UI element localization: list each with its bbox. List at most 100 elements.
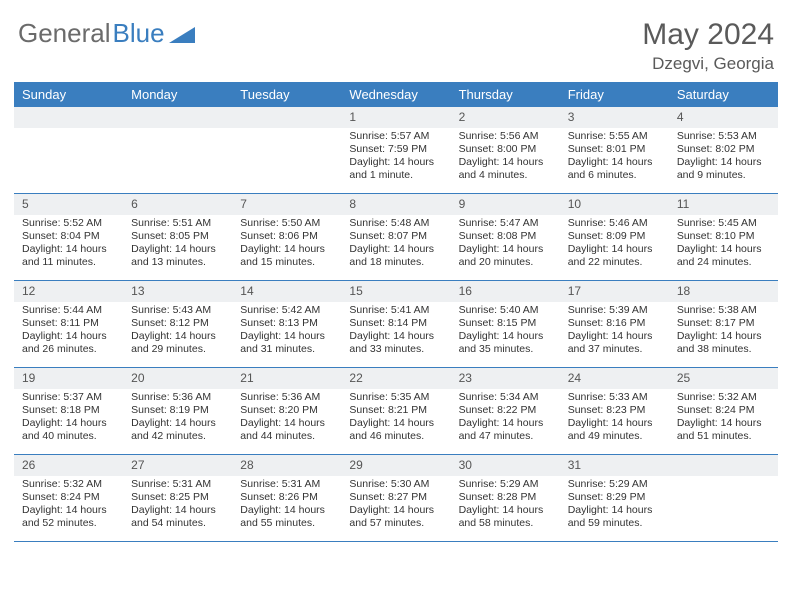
day-content: Sunrise: 5:32 AMSunset: 8:24 PMDaylight:… xyxy=(669,389,778,448)
day-number: 1 xyxy=(341,107,450,128)
day-cell: 19Sunrise: 5:37 AMSunset: 8:18 PMDayligh… xyxy=(14,368,123,454)
day-content: Sunrise: 5:38 AMSunset: 8:17 PMDaylight:… xyxy=(669,302,778,361)
sunrise-text: Sunrise: 5:40 AM xyxy=(459,304,552,317)
day-number: 14 xyxy=(232,281,341,302)
day-content: Sunrise: 5:32 AMSunset: 8:24 PMDaylight:… xyxy=(14,476,123,535)
sunset-text: Sunset: 8:07 PM xyxy=(349,230,442,243)
sunrise-text: Sunrise: 5:53 AM xyxy=(677,130,770,143)
week-row: 26Sunrise: 5:32 AMSunset: 8:24 PMDayligh… xyxy=(14,455,778,542)
day-number: 9 xyxy=(451,194,560,215)
day-cell: 1Sunrise: 5:57 AMSunset: 7:59 PMDaylight… xyxy=(341,107,450,193)
day-content: Sunrise: 5:40 AMSunset: 8:15 PMDaylight:… xyxy=(451,302,560,361)
sunrise-text: Sunrise: 5:50 AM xyxy=(240,217,333,230)
day-cell xyxy=(123,107,232,193)
day-header-row: SundayMondayTuesdayWednesdayThursdayFrid… xyxy=(14,82,778,107)
day-content: Sunrise: 5:52 AMSunset: 8:04 PMDaylight:… xyxy=(14,215,123,274)
sunrise-text: Sunrise: 5:38 AM xyxy=(677,304,770,317)
sunset-text: Sunset: 8:12 PM xyxy=(131,317,224,330)
day-header-cell: Thursday xyxy=(451,82,560,107)
sunrise-text: Sunrise: 5:31 AM xyxy=(131,478,224,491)
daylight-text: Daylight: 14 hours and 57 minutes. xyxy=(349,504,442,530)
day-content: Sunrise: 5:33 AMSunset: 8:23 PMDaylight:… xyxy=(560,389,669,448)
day-cell: 20Sunrise: 5:36 AMSunset: 8:19 PMDayligh… xyxy=(123,368,232,454)
day-content: Sunrise: 5:57 AMSunset: 7:59 PMDaylight:… xyxy=(341,128,450,187)
daylight-text: Daylight: 14 hours and 1 minute. xyxy=(349,156,442,182)
header-region: GeneralBlue May 2024 Dzegvi, Georgia xyxy=(0,0,792,82)
day-cell: 13Sunrise: 5:43 AMSunset: 8:12 PMDayligh… xyxy=(123,281,232,367)
sunrise-text: Sunrise: 5:47 AM xyxy=(459,217,552,230)
sunset-text: Sunset: 8:15 PM xyxy=(459,317,552,330)
daylight-text: Daylight: 14 hours and 47 minutes. xyxy=(459,417,552,443)
day-number: 20 xyxy=(123,368,232,389)
day-cell: 8Sunrise: 5:48 AMSunset: 8:07 PMDaylight… xyxy=(341,194,450,280)
day-content: Sunrise: 5:29 AMSunset: 8:28 PMDaylight:… xyxy=(451,476,560,535)
day-cell: 18Sunrise: 5:38 AMSunset: 8:17 PMDayligh… xyxy=(669,281,778,367)
day-cell: 28Sunrise: 5:31 AMSunset: 8:26 PMDayligh… xyxy=(232,455,341,541)
day-content: Sunrise: 5:35 AMSunset: 8:21 PMDaylight:… xyxy=(341,389,450,448)
daylight-text: Daylight: 14 hours and 37 minutes. xyxy=(568,330,661,356)
day-cell: 12Sunrise: 5:44 AMSunset: 8:11 PMDayligh… xyxy=(14,281,123,367)
logo-text-blue: Blue xyxy=(113,18,165,49)
daylight-text: Daylight: 14 hours and 20 minutes. xyxy=(459,243,552,269)
sunrise-text: Sunrise: 5:46 AM xyxy=(568,217,661,230)
daylight-text: Daylight: 14 hours and 13 minutes. xyxy=(131,243,224,269)
day-number: 10 xyxy=(560,194,669,215)
day-cell: 7Sunrise: 5:50 AMSunset: 8:06 PMDaylight… xyxy=(232,194,341,280)
sunset-text: Sunset: 8:24 PM xyxy=(22,491,115,504)
sunset-text: Sunset: 8:25 PM xyxy=(131,491,224,504)
day-content: Sunrise: 5:31 AMSunset: 8:26 PMDaylight:… xyxy=(232,476,341,535)
day-cell: 25Sunrise: 5:32 AMSunset: 8:24 PMDayligh… xyxy=(669,368,778,454)
day-cell xyxy=(14,107,123,193)
day-header-cell: Friday xyxy=(560,82,669,107)
sunset-text: Sunset: 8:21 PM xyxy=(349,404,442,417)
daylight-text: Daylight: 14 hours and 31 minutes. xyxy=(240,330,333,356)
day-cell: 21Sunrise: 5:36 AMSunset: 8:20 PMDayligh… xyxy=(232,368,341,454)
sunset-text: Sunset: 8:05 PM xyxy=(131,230,224,243)
day-cell: 27Sunrise: 5:31 AMSunset: 8:25 PMDayligh… xyxy=(123,455,232,541)
day-content: Sunrise: 5:44 AMSunset: 8:11 PMDaylight:… xyxy=(14,302,123,361)
day-content: Sunrise: 5:56 AMSunset: 8:00 PMDaylight:… xyxy=(451,128,560,187)
sunrise-text: Sunrise: 5:31 AM xyxy=(240,478,333,491)
day-number: 26 xyxy=(14,455,123,476)
day-cell: 11Sunrise: 5:45 AMSunset: 8:10 PMDayligh… xyxy=(669,194,778,280)
day-number xyxy=(14,107,123,128)
day-cell: 2Sunrise: 5:56 AMSunset: 8:00 PMDaylight… xyxy=(451,107,560,193)
day-cell: 15Sunrise: 5:41 AMSunset: 8:14 PMDayligh… xyxy=(341,281,450,367)
day-number: 24 xyxy=(560,368,669,389)
day-content: Sunrise: 5:46 AMSunset: 8:09 PMDaylight:… xyxy=(560,215,669,274)
day-cell xyxy=(232,107,341,193)
sunrise-text: Sunrise: 5:52 AM xyxy=(22,217,115,230)
daylight-text: Daylight: 14 hours and 22 minutes. xyxy=(568,243,661,269)
sunset-text: Sunset: 8:28 PM xyxy=(459,491,552,504)
daylight-text: Daylight: 14 hours and 40 minutes. xyxy=(22,417,115,443)
title-block: May 2024 Dzegvi, Georgia xyxy=(642,18,774,74)
day-content: Sunrise: 5:31 AMSunset: 8:25 PMDaylight:… xyxy=(123,476,232,535)
sunrise-text: Sunrise: 5:37 AM xyxy=(22,391,115,404)
day-number: 21 xyxy=(232,368,341,389)
sunset-text: Sunset: 8:10 PM xyxy=(677,230,770,243)
sunset-text: Sunset: 8:22 PM xyxy=(459,404,552,417)
day-number: 31 xyxy=(560,455,669,476)
sunrise-text: Sunrise: 5:36 AM xyxy=(240,391,333,404)
day-content: Sunrise: 5:34 AMSunset: 8:22 PMDaylight:… xyxy=(451,389,560,448)
week-row: 19Sunrise: 5:37 AMSunset: 8:18 PMDayligh… xyxy=(14,368,778,455)
daylight-text: Daylight: 14 hours and 59 minutes. xyxy=(568,504,661,530)
day-cell: 31Sunrise: 5:29 AMSunset: 8:29 PMDayligh… xyxy=(560,455,669,541)
logo: GeneralBlue xyxy=(18,18,195,49)
logo-triangle-icon xyxy=(169,25,195,43)
day-header-cell: Tuesday xyxy=(232,82,341,107)
day-cell: 5Sunrise: 5:52 AMSunset: 8:04 PMDaylight… xyxy=(14,194,123,280)
sunrise-text: Sunrise: 5:45 AM xyxy=(677,217,770,230)
day-cell: 24Sunrise: 5:33 AMSunset: 8:23 PMDayligh… xyxy=(560,368,669,454)
day-number: 30 xyxy=(451,455,560,476)
day-content: Sunrise: 5:43 AMSunset: 8:12 PMDaylight:… xyxy=(123,302,232,361)
sunrise-text: Sunrise: 5:57 AM xyxy=(349,130,442,143)
day-number: 5 xyxy=(14,194,123,215)
sunrise-text: Sunrise: 5:42 AM xyxy=(240,304,333,317)
day-number: 17 xyxy=(560,281,669,302)
day-content: Sunrise: 5:48 AMSunset: 8:07 PMDaylight:… xyxy=(341,215,450,274)
daylight-text: Daylight: 14 hours and 33 minutes. xyxy=(349,330,442,356)
day-content xyxy=(669,476,778,482)
day-number: 16 xyxy=(451,281,560,302)
sunrise-text: Sunrise: 5:48 AM xyxy=(349,217,442,230)
